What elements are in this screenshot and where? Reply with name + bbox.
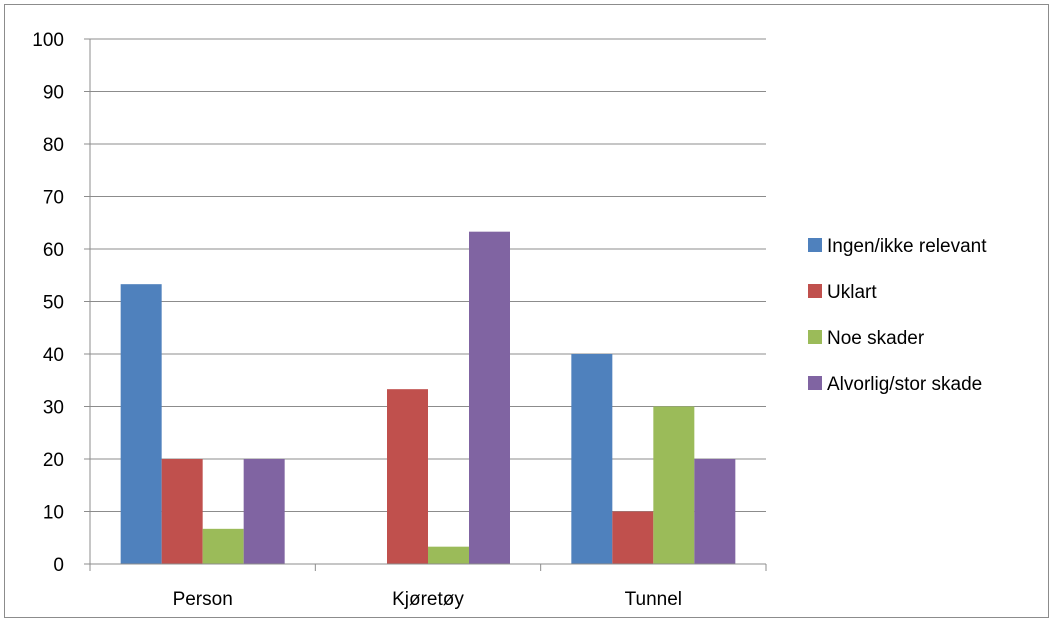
bar [387, 389, 428, 564]
bar [653, 406, 695, 564]
axes [89, 39, 767, 571]
legend-swatch [808, 330, 822, 344]
bar [120, 284, 162, 564]
y-tick-label: 50 [43, 293, 64, 314]
bar [694, 459, 736, 564]
y-tick-label: 0 [53, 555, 64, 576]
x-tick-label: Tunnel [625, 589, 682, 610]
x-tick-label: Person [173, 589, 233, 610]
y-tick-label: 90 [43, 83, 64, 104]
bars [120, 231, 736, 565]
y-tick-label: 10 [43, 503, 64, 524]
x-tick-labels: Person Kjøretøy Tunnel [173, 589, 682, 610]
x-tick-label: Kjøretøy [392, 589, 464, 610]
y-tick-label: 30 [43, 398, 64, 419]
y-tick-label: 100 [32, 30, 64, 51]
bar [612, 511, 654, 564]
legend-swatch [808, 238, 822, 252]
legend: Ingen/ikke relevant Uklart Noe skader Alvor… [808, 236, 987, 395]
y-tick-label: 70 [43, 188, 64, 209]
legend-label: Noe skader [827, 328, 925, 349]
y-tick-label: 60 [43, 240, 64, 261]
bar [469, 231, 510, 565]
bar [202, 528, 244, 564]
y-tick-labels: 0 10 20 30 40 50 60 70 80 90 100 [32, 30, 64, 576]
y-tick-label: 80 [43, 135, 64, 156]
y-tick-label: 20 [43, 450, 64, 471]
y-tick-label: 40 [43, 345, 64, 366]
legend-swatch [808, 376, 822, 390]
bar [161, 459, 203, 564]
legend-label: Uklart [827, 282, 877, 303]
bar [243, 459, 285, 564]
bar [571, 354, 613, 564]
bar [428, 546, 469, 564]
legend-label: Ingen/ikke relevant [827, 236, 987, 257]
legend-swatch [808, 284, 822, 298]
legend-label: Alvorlig/stor skade [827, 374, 982, 395]
